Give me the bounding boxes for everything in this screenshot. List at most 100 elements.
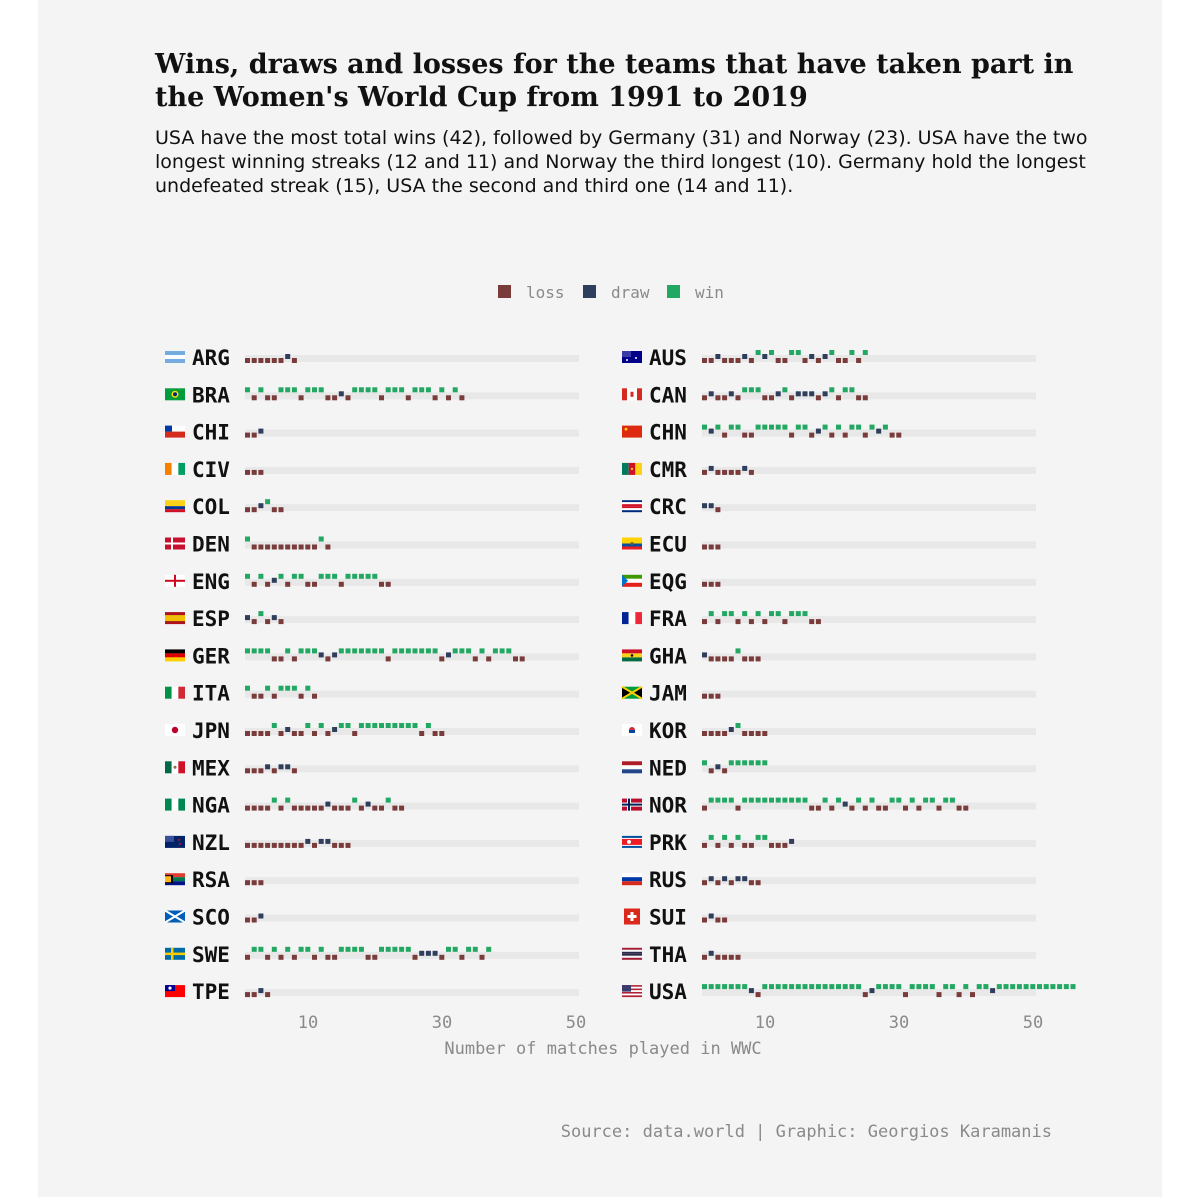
flag-icon-col [165, 500, 185, 513]
match-marker-win [882, 424, 888, 430]
match-marker-loss [815, 805, 821, 811]
match-marker-loss [258, 805, 264, 811]
match-marker-win [702, 760, 707, 766]
match-marker-loss [903, 805, 908, 811]
match-marker-loss [265, 992, 271, 998]
match-marker-loss [836, 358, 841, 363]
match-marker-draw [318, 652, 324, 658]
match-marker-loss [245, 731, 250, 736]
match-marker-loss [702, 917, 707, 923]
match-marker-win [251, 648, 257, 654]
match-marker-loss [842, 432, 848, 438]
match-marker-draw [271, 577, 277, 583]
match-marker-loss [782, 842, 788, 848]
match-marker-loss [251, 731, 257, 736]
match-marker-win [312, 648, 317, 654]
match-marker-win [305, 723, 311, 728]
match-marker-draw [789, 838, 795, 844]
match-marker-loss [265, 581, 271, 587]
match-marker-loss [245, 917, 250, 923]
match-marker-win [338, 946, 344, 952]
team-label-fra: FRA [649, 607, 687, 631]
match-marker-draw [285, 354, 291, 359]
match-marker-win [345, 723, 351, 728]
match-marker-win [822, 797, 828, 803]
match-marker-loss [258, 469, 264, 475]
match-marker-win [755, 611, 761, 617]
match-marker-loss [285, 581, 291, 587]
match-marker-win [399, 723, 405, 728]
track-tha [702, 951, 1036, 959]
match-marker-loss [715, 469, 721, 475]
match-marker-loss [815, 358, 821, 363]
match-marker-loss [775, 358, 781, 363]
match-marker-loss [459, 395, 465, 401]
match-marker-loss [278, 656, 284, 662]
match-marker-win [345, 648, 351, 654]
match-marker-win [849, 350, 855, 355]
flag-icon-arg [165, 351, 185, 363]
match-marker-loss [312, 693, 317, 699]
match-marker-win [1050, 984, 1056, 990]
track-ger [245, 653, 579, 661]
match-marker-win [425, 723, 431, 728]
match-marker-win [1010, 984, 1016, 990]
match-marker-loss [815, 619, 821, 625]
flag-icon-eqg [622, 574, 642, 587]
legend-label-win: win [695, 283, 724, 302]
match-marker-draw [775, 391, 781, 397]
match-marker-win [943, 984, 949, 990]
track-bra [245, 392, 579, 400]
match-marker-win [782, 797, 788, 803]
match-marker-loss [278, 731, 284, 736]
match-marker-loss [312, 581, 317, 587]
match-marker-win [459, 648, 465, 654]
match-marker-loss [298, 395, 304, 401]
match-marker-loss [245, 768, 250, 774]
flag-icon-eng [165, 574, 185, 587]
match-marker-loss [702, 693, 707, 699]
match-marker-loss [755, 992, 761, 998]
match-marker-win [836, 797, 841, 803]
match-marker-loss [385, 656, 391, 662]
match-marker-win [412, 387, 418, 393]
match-marker-loss [742, 432, 748, 438]
match-marker-loss [412, 954, 418, 960]
match-marker-win [849, 424, 855, 430]
match-marker-loss [789, 432, 795, 438]
match-marker-loss [345, 805, 351, 811]
match-marker-loss [755, 731, 761, 736]
match-marker-draw [990, 988, 996, 994]
match-marker-loss [715, 731, 721, 736]
match-marker-win [358, 723, 364, 728]
match-marker-win [345, 573, 351, 579]
match-marker-draw [742, 876, 748, 882]
match-marker-loss [251, 581, 257, 587]
match-marker-loss [245, 358, 250, 363]
flag-icon-esp [165, 612, 185, 625]
flag-icon-chn [622, 425, 642, 438]
match-marker-loss [265, 731, 271, 736]
match-marker-win [305, 946, 311, 952]
match-marker-loss [486, 656, 492, 662]
match-marker-loss [325, 395, 331, 401]
match-marker-win [271, 723, 277, 728]
team-label-ita: ITA [192, 682, 230, 706]
x-tick-label: 30 [432, 1013, 452, 1033]
match-marker-draw [425, 950, 431, 956]
match-marker-loss [742, 731, 748, 736]
match-marker-loss [936, 992, 942, 998]
match-marker-win [889, 984, 895, 990]
match-marker-loss [708, 693, 714, 699]
match-marker-loss [245, 842, 250, 848]
match-marker-loss [245, 880, 250, 886]
flag-icon-rus [622, 873, 642, 886]
match-marker-win [702, 984, 707, 990]
match-marker-win [943, 797, 949, 803]
match-marker-win [715, 424, 721, 430]
match-marker-draw [715, 764, 721, 770]
track-civ [245, 466, 579, 474]
match-marker-loss [298, 842, 304, 848]
match-marker-win [769, 424, 774, 430]
match-marker-win [265, 685, 271, 691]
